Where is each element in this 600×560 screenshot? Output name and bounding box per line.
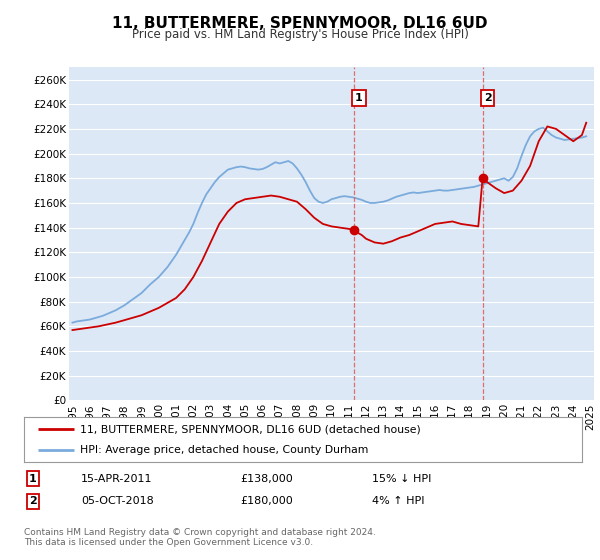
Text: 4% ↑ HPI: 4% ↑ HPI (372, 496, 425, 506)
Text: 1: 1 (355, 93, 363, 103)
Text: 11, BUTTERMERE, SPENNYMOOR, DL16 6UD (detached house): 11, BUTTERMERE, SPENNYMOOR, DL16 6UD (de… (80, 424, 421, 435)
Text: 2: 2 (29, 496, 37, 506)
Text: HPI: Average price, detached house, County Durham: HPI: Average price, detached house, Coun… (80, 445, 368, 455)
Text: 11, BUTTERMERE, SPENNYMOOR, DL16 6UD: 11, BUTTERMERE, SPENNYMOOR, DL16 6UD (112, 16, 488, 31)
Text: 15% ↓ HPI: 15% ↓ HPI (372, 474, 431, 484)
Text: £138,000: £138,000 (240, 474, 293, 484)
Text: 2: 2 (484, 93, 491, 103)
Text: 05-OCT-2018: 05-OCT-2018 (81, 496, 154, 506)
Text: Contains HM Land Registry data © Crown copyright and database right 2024.
This d: Contains HM Land Registry data © Crown c… (24, 528, 376, 547)
Text: 15-APR-2011: 15-APR-2011 (81, 474, 152, 484)
Text: 1: 1 (29, 474, 37, 484)
Text: Price paid vs. HM Land Registry's House Price Index (HPI): Price paid vs. HM Land Registry's House … (131, 28, 469, 41)
Text: £180,000: £180,000 (240, 496, 293, 506)
